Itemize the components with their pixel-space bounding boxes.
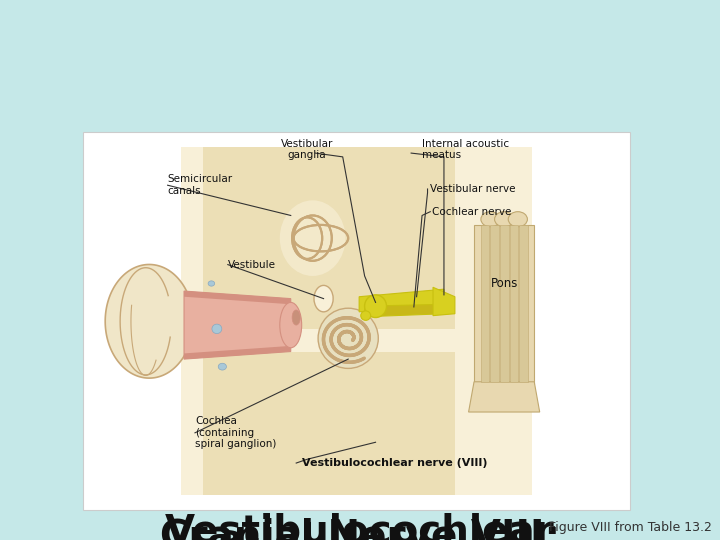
Bar: [481, 225, 490, 382]
Circle shape: [318, 308, 378, 368]
Bar: [83, 132, 630, 510]
Bar: [474, 225, 534, 383]
Polygon shape: [203, 147, 455, 329]
Bar: [490, 225, 499, 382]
Text: Semicircular
canals: Semicircular canals: [168, 174, 233, 196]
Polygon shape: [203, 352, 455, 495]
Text: Vestibulocochlear nerve (VIII): Vestibulocochlear nerve (VIII): [302, 458, 487, 468]
Text: Internal acoustic
meatus: Internal acoustic meatus: [422, 138, 509, 160]
Ellipse shape: [280, 302, 302, 348]
Polygon shape: [359, 289, 444, 312]
Bar: [519, 225, 528, 382]
Polygon shape: [469, 382, 540, 412]
Polygon shape: [184, 291, 291, 359]
Ellipse shape: [481, 212, 500, 227]
Ellipse shape: [361, 311, 371, 320]
Ellipse shape: [495, 212, 514, 227]
Polygon shape: [433, 287, 455, 315]
Text: Figure VIII from Table 13.2: Figure VIII from Table 13.2: [549, 521, 712, 534]
Ellipse shape: [508, 212, 528, 227]
Ellipse shape: [314, 285, 333, 312]
Text: Vestibular
ganglia: Vestibular ganglia: [281, 138, 333, 160]
Text: Vestibule: Vestibule: [228, 260, 276, 269]
Ellipse shape: [292, 310, 300, 325]
Text: Vestibulocochlear: Vestibulocochlear: [165, 512, 555, 540]
Ellipse shape: [208, 281, 215, 286]
Ellipse shape: [280, 200, 346, 276]
Text: Cochlear nerve: Cochlear nerve: [432, 207, 511, 217]
Polygon shape: [181, 147, 531, 495]
Text: Pons: Pons: [490, 277, 518, 290]
Text: Cochlea
(containing
spiral ganglion): Cochlea (containing spiral ganglion): [195, 416, 276, 449]
Polygon shape: [184, 346, 291, 359]
Ellipse shape: [212, 324, 222, 334]
Text: Vestibular nerve: Vestibular nerve: [431, 184, 516, 194]
Polygon shape: [105, 265, 193, 378]
Bar: [500, 225, 508, 382]
Polygon shape: [184, 291, 291, 305]
Ellipse shape: [218, 363, 227, 370]
Text: Cranial Nerve VIII:: Cranial Nerve VIII:: [160, 517, 560, 540]
Bar: [510, 225, 518, 382]
Ellipse shape: [364, 295, 387, 318]
Polygon shape: [364, 305, 444, 317]
